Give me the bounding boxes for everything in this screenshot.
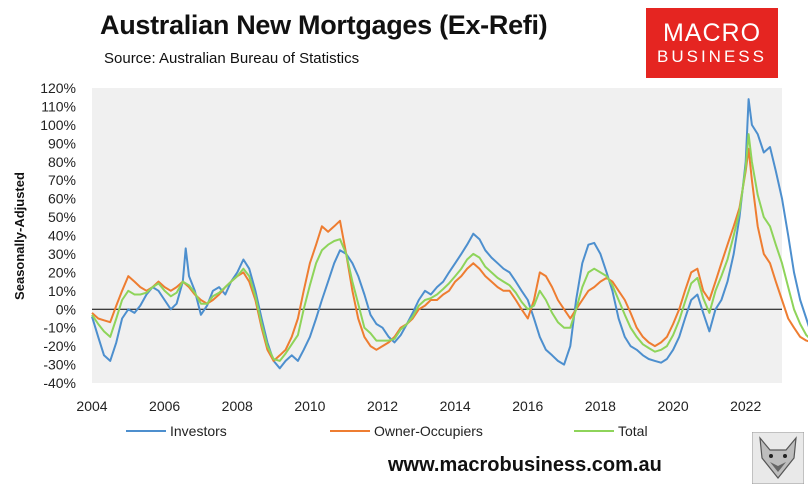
y-tick-label: 10% [48, 283, 76, 299]
y-tick-label: 0% [56, 301, 76, 317]
x-tick-label: 2016 [512, 398, 543, 414]
y-tick-label: -40% [43, 375, 76, 391]
logo-line-2: BUSINESS [657, 47, 767, 66]
y-tick-label: 110% [41, 98, 76, 114]
legend: Investors Owner-Occupiers Total [126, 423, 648, 439]
x-tick-label: 2018 [585, 398, 616, 414]
legend-label: Investors [170, 423, 227, 439]
y-tick-label: 80% [48, 154, 76, 170]
x-tick-label: 2008 [222, 398, 253, 414]
y-tick-label: 40% [48, 228, 76, 244]
y-axis-ticks: 120% 110% 100% 90% 80% 70% 60% 50% 40% 30% 20% 10% 0… [40, 80, 76, 391]
plot-area [92, 88, 782, 383]
y-tick-label: 50% [48, 209, 76, 225]
y-tick-label: 30% [48, 246, 76, 262]
x-tick-label: 2010 [294, 398, 325, 414]
website-url: www.macrobusiness.com.au [388, 454, 662, 476]
x-tick-label: 2020 [657, 398, 688, 414]
y-tick-label: 90% [48, 135, 76, 151]
y-tick-label: 60% [48, 191, 76, 207]
x-tick-label: 2022 [730, 398, 761, 414]
series-line-investors [91, 98, 808, 370]
y-tick-label: 100% [40, 117, 76, 133]
y-tick-label: -10% [43, 320, 76, 336]
series-lines [91, 98, 808, 370]
y-tick-label: -30% [43, 357, 76, 373]
series-line-total [91, 133, 808, 362]
fox-logo-icon [752, 432, 804, 484]
y-tick-label: 120% [40, 80, 76, 96]
x-axis-ticks: 2004 2006 2008 2010 2012 2014 2016 2018 2020 2022 [76, 398, 761, 414]
legend-label: Owner-Occupiers [374, 423, 483, 439]
macrobusiness-logo: MACRO BUSINESS [646, 8, 778, 78]
series-line-owner-occupiers [91, 147, 808, 362]
mortgage-line-chart: 120% 110% 100% 90% 80% 70% 60% 50% 40% 30% 20% 10% 0… [12, 80, 808, 439]
y-axis-label: Seasonally-Adjusted [12, 172, 27, 300]
x-tick-label: 2012 [367, 398, 398, 414]
legend-label: Total [618, 423, 648, 439]
x-tick-label: 2006 [149, 398, 180, 414]
y-tick-label: 70% [48, 172, 76, 188]
logo-line-1: MACRO [662, 19, 762, 47]
chart-title: Australian New Mortgages (Ex-Refi) [100, 10, 548, 40]
y-tick-label: 20% [48, 264, 76, 280]
x-tick-label: 2004 [76, 398, 107, 414]
x-tick-label: 2014 [440, 398, 471, 414]
chart-subtitle: Source: Australian Bureau of Statistics [104, 50, 360, 67]
y-tick-label: -20% [43, 338, 76, 354]
